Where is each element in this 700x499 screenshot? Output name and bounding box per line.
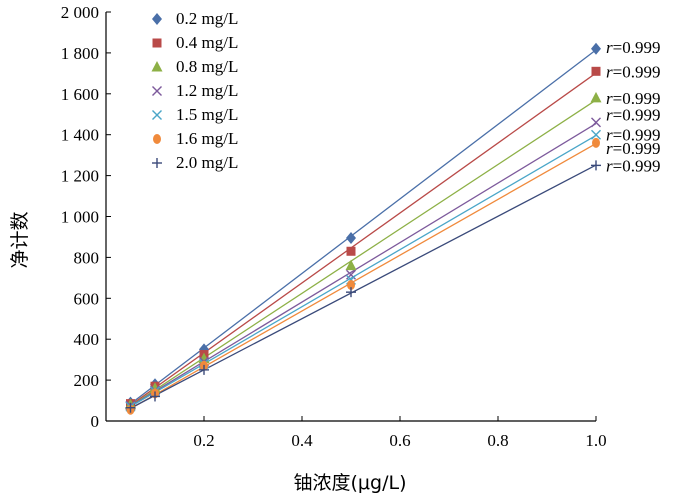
legend-item: 0.2 mg/L bbox=[152, 9, 238, 28]
r-label: r=0.999 bbox=[606, 139, 660, 158]
r-label: r=0.999 bbox=[606, 89, 660, 108]
legend-label: 0.4 mg/L bbox=[176, 33, 238, 52]
y-tick-label: 2 000 bbox=[61, 3, 99, 22]
legend-marker bbox=[152, 86, 162, 96]
r-label: r=0.999 bbox=[606, 62, 660, 81]
legend-item: 0.4 mg/L bbox=[152, 33, 238, 52]
legend-marker bbox=[152, 158, 162, 168]
data-point bbox=[346, 287, 356, 298]
r-labels: r=0.999r=0.999r=0.999r=0.999r=0.999r=0.9… bbox=[606, 38, 660, 176]
legend-label: 1.2 mg/L bbox=[176, 81, 238, 100]
y-tick-label: 1 400 bbox=[61, 126, 99, 145]
data-point bbox=[590, 91, 602, 103]
data-point bbox=[591, 160, 601, 171]
x-tick-label: 0.4 bbox=[291, 431, 313, 450]
data-point bbox=[345, 259, 357, 271]
legend-item: 2.0 mg/L bbox=[152, 153, 238, 172]
fit-line bbox=[130, 142, 597, 410]
legend-item: 0.8 mg/L bbox=[151, 57, 238, 76]
legend-marker bbox=[152, 38, 162, 48]
fit-line bbox=[130, 164, 597, 409]
legend-marker bbox=[151, 61, 163, 72]
x-tick-label: 0.8 bbox=[487, 431, 508, 450]
data-points bbox=[125, 42, 602, 415]
data-point bbox=[592, 137, 600, 148]
r-label: r=0.999 bbox=[606, 105, 660, 124]
y-tick-label: 800 bbox=[74, 248, 100, 267]
legend-label: 0.2 mg/L bbox=[176, 9, 238, 28]
legend-label: 2.0 mg/L bbox=[176, 153, 238, 172]
r-label: r=0.999 bbox=[606, 126, 660, 145]
r-label: r=0.999 bbox=[606, 156, 660, 175]
data-point bbox=[346, 231, 356, 244]
y-tick-label: 1 800 bbox=[61, 44, 99, 63]
y-tick-label: 400 bbox=[74, 330, 100, 349]
data-point bbox=[150, 391, 160, 402]
y-tick-label: 0 bbox=[91, 412, 100, 431]
x-tick-label: 0.6 bbox=[389, 431, 410, 450]
data-point bbox=[591, 117, 601, 128]
y-tick-label: 1 600 bbox=[61, 85, 99, 104]
y-tick-label: 1 200 bbox=[61, 167, 99, 186]
legend-item: 1.2 mg/L bbox=[152, 81, 238, 100]
legend-label: 1.6 mg/L bbox=[176, 129, 238, 148]
y-axis-label: 净计数 bbox=[9, 211, 31, 268]
data-point bbox=[591, 129, 601, 140]
y-tick-label: 1 000 bbox=[61, 208, 99, 227]
data-point bbox=[591, 42, 601, 55]
data-point bbox=[199, 364, 209, 375]
y-tick-label: 200 bbox=[74, 371, 100, 390]
data-point bbox=[591, 66, 601, 76]
legend-marker bbox=[152, 13, 162, 25]
data-point bbox=[346, 246, 356, 256]
ticks: 0 200 400 600 800 1 000 1 200 1 400 1 600 1 800 2 … bbox=[61, 3, 607, 450]
r-label: r=0.999 bbox=[606, 38, 660, 57]
legend-label: 1.5 mg/L bbox=[176, 105, 238, 124]
legend-item: 1.5 mg/L bbox=[152, 105, 238, 124]
legend: 0.2 mg/L 0.4 mg/L 0.8 mg/L 1.2 mg/L 1.5 mg/L… bbox=[151, 9, 238, 172]
x-tick-label: 1.0 bbox=[585, 431, 606, 450]
legend-label: 0.8 mg/L bbox=[176, 57, 238, 76]
legend-item: 1.6 mg/L bbox=[153, 129, 238, 148]
legend-marker bbox=[153, 134, 161, 144]
x-axis-label: 铀浓度(μg/L) bbox=[294, 472, 407, 494]
y-tick-label: 600 bbox=[74, 289, 100, 308]
fit-line bbox=[130, 49, 597, 405]
data-point bbox=[347, 280, 355, 291]
legend-marker bbox=[152, 110, 162, 120]
x-tick-label: 0.2 bbox=[193, 431, 214, 450]
data-point bbox=[125, 402, 136, 413]
